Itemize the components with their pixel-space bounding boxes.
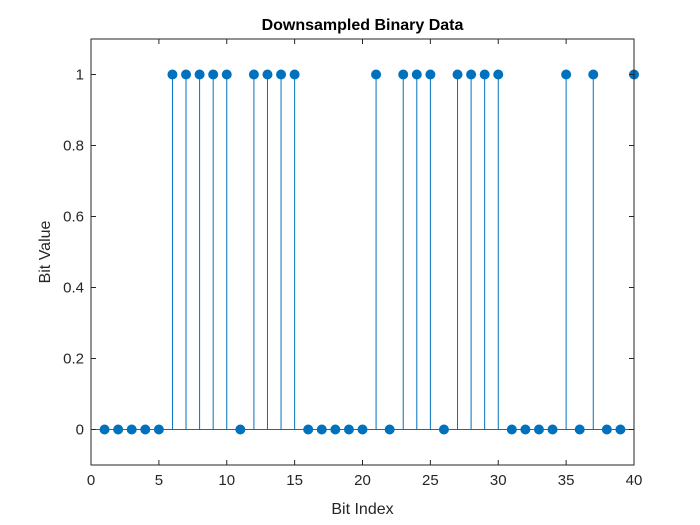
stem-marker: [303, 424, 314, 435]
stem-marker: [126, 424, 137, 435]
y-tick-label: 0.8: [63, 138, 84, 155]
stem-marker: [194, 69, 205, 80]
stem-marker: [533, 424, 544, 435]
x-tick-label: 10: [218, 472, 235, 489]
stem-marker: [262, 69, 273, 80]
stem-marker: [330, 424, 341, 435]
y-tick-label: 1: [76, 67, 84, 84]
stem-marker: [398, 69, 409, 80]
x-tick-label: 20: [354, 472, 371, 489]
stem-marker: [411, 69, 422, 80]
x-axis-label: Bit Index: [331, 501, 393, 518]
y-tick-label: 0.4: [63, 280, 84, 297]
stem-marker: [316, 424, 327, 435]
x-tick-label: 30: [490, 472, 507, 489]
x-tick-label: 35: [558, 472, 575, 489]
stem-marker: [208, 69, 219, 80]
stem-marker: [248, 69, 259, 80]
stem-marker: [520, 424, 531, 435]
stem-marker: [466, 69, 477, 80]
stem-marker: [574, 424, 585, 435]
x-axis-ticks: 0 5 10 15 20 25 30 35 40: [87, 39, 643, 489]
x-tick-label: 40: [626, 472, 643, 489]
stem-marker: [493, 69, 504, 80]
stem-marker: [235, 424, 246, 435]
stem-marker: [561, 69, 572, 80]
stem-marker: [479, 69, 490, 80]
stem-marker: [181, 69, 192, 80]
y-tick-label: 0: [76, 422, 84, 439]
stem-markers: [99, 69, 639, 435]
y-tick-label: 0.6: [63, 209, 84, 226]
stem-marker: [276, 69, 287, 80]
stem-marker: [289, 69, 300, 80]
stem-marker: [221, 69, 232, 80]
stem-lines: [171, 74, 635, 430]
stem-marker: [615, 424, 626, 435]
x-tick-label: 15: [286, 472, 303, 489]
stem-marker: [506, 424, 517, 435]
chart-title: Downsampled Binary Data: [262, 17, 464, 34]
x-tick-label: 0: [87, 472, 95, 489]
stem-marker: [371, 69, 382, 80]
stem-marker: [99, 424, 110, 435]
y-axis-ticks: 0 0.2 0.4 0.6 0.8 1: [63, 67, 634, 439]
stem-marker: [425, 69, 436, 80]
stem-marker: [113, 424, 124, 435]
y-axis-label: Bit Value: [37, 220, 54, 283]
stem-marker: [140, 424, 151, 435]
stem-marker: [167, 69, 178, 80]
plot-area: [91, 39, 634, 465]
stem-marker: [601, 424, 612, 435]
stem-marker: [438, 424, 449, 435]
stem-marker: [547, 424, 558, 435]
stem-marker: [384, 424, 395, 435]
stem-marker: [153, 424, 164, 435]
x-tick-label: 5: [155, 472, 163, 489]
stem-marker: [588, 69, 599, 80]
x-tick-label: 25: [422, 472, 439, 489]
stem-marker: [452, 69, 463, 80]
y-tick-label: 0.2: [63, 351, 84, 368]
stem-marker: [357, 424, 368, 435]
stem-marker: [343, 424, 354, 435]
